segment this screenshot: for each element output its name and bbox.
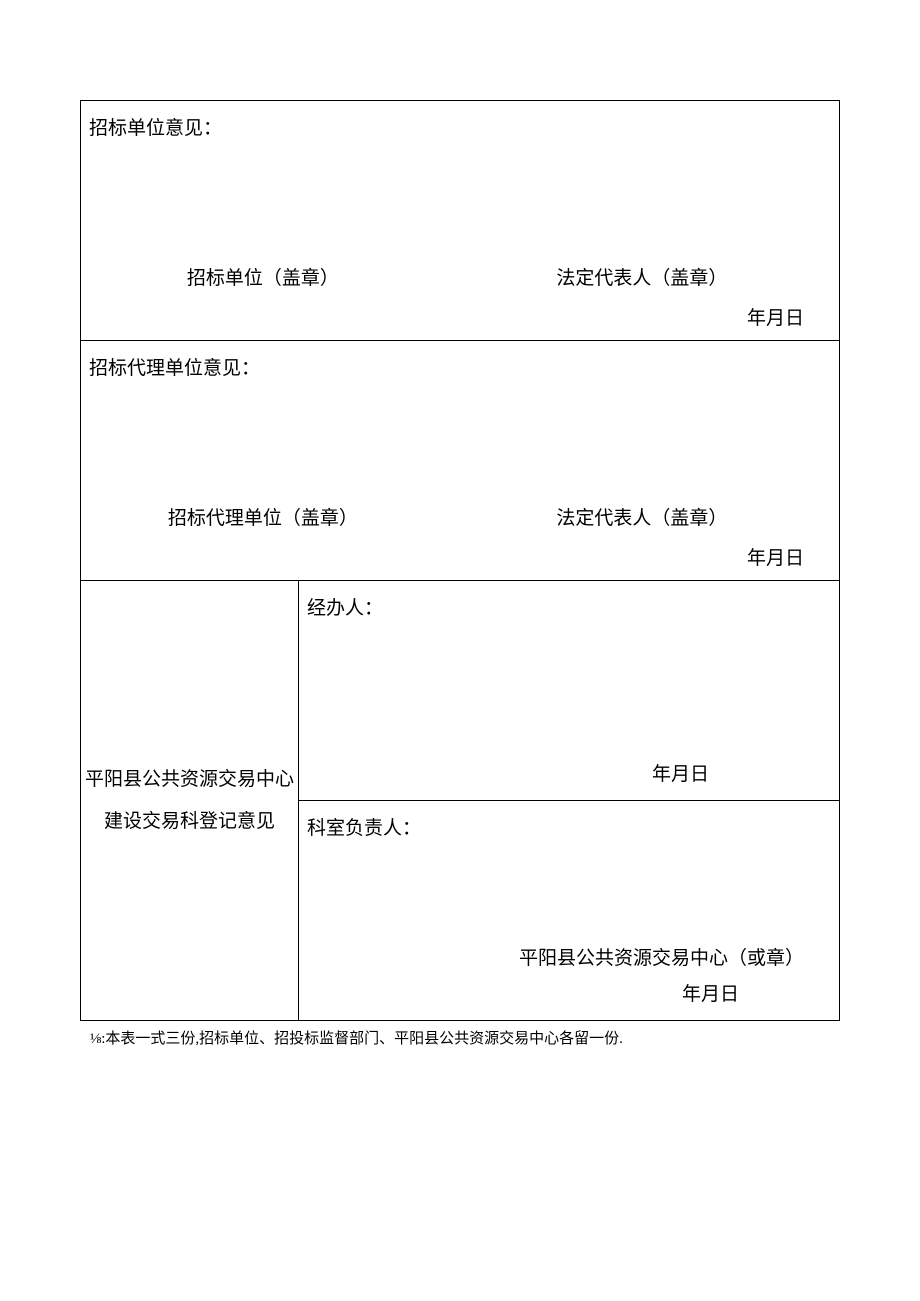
stamp-row-2: 招标代理单位（盖章） 法定代表人（盖章） [81,503,839,530]
handler-header: 经办人： [299,581,839,620]
handler-section: 经办人： 年月日 [299,581,840,801]
form-footnote: ⅛:本表一式三份,招标单位、招投标监督部门、平阳县公共资源交易中心各留一份. [80,1021,840,1050]
bidding-agency-opinion-section: 招标代理单位意见： 招标代理单位（盖章） 法定代表人（盖章） 年月日 [81,341,840,581]
legal-rep-stamp-label-1: 法定代表人（盖章） [445,263,839,290]
bidding-agency-opinion-header: 招标代理单位意见： [81,341,839,380]
bidding-unit-opinion-section: 招标单位意见： 招标单位（盖章） 法定代表人（盖章） 年月日 [81,101,840,341]
legal-rep-stamp-label-2: 法定代表人（盖章） [445,503,839,530]
bidding-agency-stamp-label: 招标代理单位（盖章） [81,503,445,530]
date-field-4: 年月日 [682,979,739,1006]
stamp-row-1: 招标单位（盖章） 法定代表人（盖章） [81,263,839,290]
bidding-unit-stamp-label: 招标单位（盖章） [81,263,445,290]
date-field-3: 年月日 [652,759,709,786]
bidding-unit-opinion-header: 招标单位意见： [81,101,839,140]
date-field-1: 年月日 [747,303,804,330]
approval-form-table: 招标单位意见： 招标单位（盖章） 法定代表人（盖章） 年月日 招标代理单位意见：… [80,100,840,1021]
department-head-section: 科室负责人： 平阳县公共资源交易中心（或章） 年月日 [299,801,840,1021]
department-head-header: 科室负责人： [299,801,839,840]
trading-center-opinion-label: 平阳县公共资源交易中心建设交易科登记意见 [81,581,299,1021]
trading-center-stamp-label: 平阳县公共资源交易中心（或章） [519,943,804,970]
date-field-2: 年月日 [747,543,804,570]
